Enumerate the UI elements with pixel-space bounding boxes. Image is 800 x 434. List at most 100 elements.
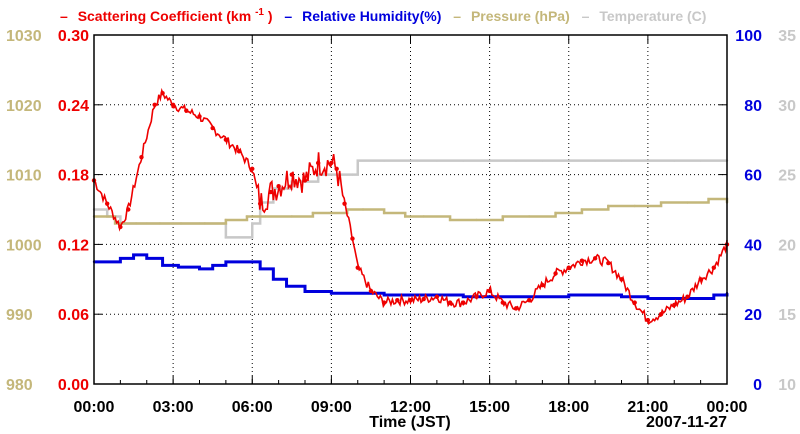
point-humidity (161, 264, 164, 267)
point-pressure (707, 197, 710, 201)
point-pressure (224, 218, 228, 222)
point-humidity (712, 293, 716, 297)
y-tick-label-temperature: 25 (778, 168, 796, 185)
point-scattering (566, 265, 571, 270)
point-scattering (685, 294, 690, 299)
point-pressure (607, 204, 610, 208)
point-pressure (580, 208, 584, 211)
point-pressure (686, 201, 689, 204)
point-temperature (673, 159, 676, 162)
x-axis-title: Time (JST) (369, 414, 451, 431)
point-scattering (104, 201, 110, 206)
legend-scattering-close: ) (268, 8, 273, 24)
y-tick-label-pressure: 1000 (6, 237, 42, 254)
x-tick-label: 03:00 (153, 399, 194, 416)
point-temperature (224, 236, 228, 239)
point-scattering (368, 288, 374, 294)
y-tick-label-pressure: 1010 (6, 168, 42, 185)
point-humidity (673, 297, 676, 300)
point-pressure (245, 215, 249, 218)
point-pressure (633, 204, 636, 208)
legend-pressure-dash: – (453, 8, 461, 24)
point-temperature (699, 159, 702, 162)
point-humidity (272, 278, 275, 281)
y-tick-label-temperature: 15 (778, 307, 796, 324)
point-scattering (350, 236, 355, 241)
legend-scattering: Scattering Coefficient (km (78, 8, 251, 24)
point-humidity (620, 295, 623, 298)
point-humidity (646, 297, 650, 300)
point-pressure (158, 222, 162, 225)
y-tick-label-scattering: 0.24 (58, 98, 89, 115)
point-temperature (567, 159, 570, 162)
point-scattering (126, 207, 131, 212)
point-humidity (198, 267, 201, 271)
point-pressure (290, 215, 294, 218)
point-scattering (592, 256, 598, 261)
legend-scattering-dash: – (60, 8, 68, 24)
point-pressure (361, 208, 365, 211)
point-scattering (268, 189, 273, 195)
point-humidity (119, 257, 122, 260)
point-humidity (285, 285, 288, 288)
point-pressure (330, 211, 333, 215)
point-scattering (474, 294, 479, 299)
point-scattering (210, 125, 215, 131)
legend-scattering-sup: -1 (255, 7, 264, 18)
point-scattering (606, 260, 611, 266)
point-humidity (145, 257, 148, 260)
point-scattering (152, 102, 157, 108)
point-pressure (527, 215, 531, 218)
x-tick-label: 06:00 (232, 399, 273, 416)
point-scattering (461, 300, 466, 305)
y-tick-label-humidity: 100 (735, 28, 762, 45)
point-pressure (422, 215, 425, 218)
grid (94, 35, 727, 384)
y-tick-label-humidity: 40 (744, 237, 762, 254)
point-humidity (488, 295, 491, 298)
point-pressure (311, 211, 315, 215)
x-tick-label: 09:00 (311, 399, 352, 416)
point-scattering (672, 302, 677, 308)
point-humidity (303, 290, 307, 293)
point-scattering (658, 312, 664, 317)
point-scattering (223, 137, 229, 142)
point-temperature (514, 159, 518, 162)
point-scattering (118, 224, 123, 230)
point-humidity (224, 260, 228, 264)
point-scattering (421, 296, 426, 302)
x-tick-label: 12:00 (390, 399, 431, 416)
point-scattering (250, 166, 255, 171)
point-scattering (315, 160, 321, 166)
point-pressure (475, 218, 478, 222)
point-humidity (258, 267, 262, 271)
tick-labels: 00:00 03:00 06:00 09:00 12:00 15:00 18:00 21:00… (6, 28, 796, 416)
point-pressure (448, 218, 452, 222)
series-humidity (92, 253, 729, 300)
point-humidity (567, 293, 570, 297)
point-temperature (251, 222, 254, 225)
point-scattering (540, 282, 545, 288)
point-pressure (203, 222, 206, 225)
point-temperature (541, 159, 544, 162)
point-temperature (237, 236, 241, 239)
point-scattering (632, 300, 637, 305)
point-scattering (434, 294, 440, 299)
y-tick-label-pressure: 990 (6, 307, 33, 324)
point-temperature (646, 159, 650, 162)
point-scattering (395, 298, 400, 303)
legend-humidity: Relative Humidity(%) (302, 8, 441, 24)
legend: – Scattering Coefficient (km -1 ) – Rela… (60, 2, 706, 24)
point-scattering (381, 300, 387, 305)
legend-temperature: Temperature (C) (599, 8, 706, 24)
point-scattering (711, 265, 717, 270)
point-temperature (620, 159, 623, 162)
line-pressure (94, 197, 729, 225)
legend-pressure: Pressure (hPa) (471, 8, 570, 24)
x-tick-label: 18:00 (548, 399, 589, 416)
point-scattering (170, 102, 176, 108)
y-tick-label-humidity: 20 (744, 307, 762, 324)
y-tick-label-scattering: 0.30 (58, 28, 89, 45)
point-humidity (699, 297, 702, 300)
